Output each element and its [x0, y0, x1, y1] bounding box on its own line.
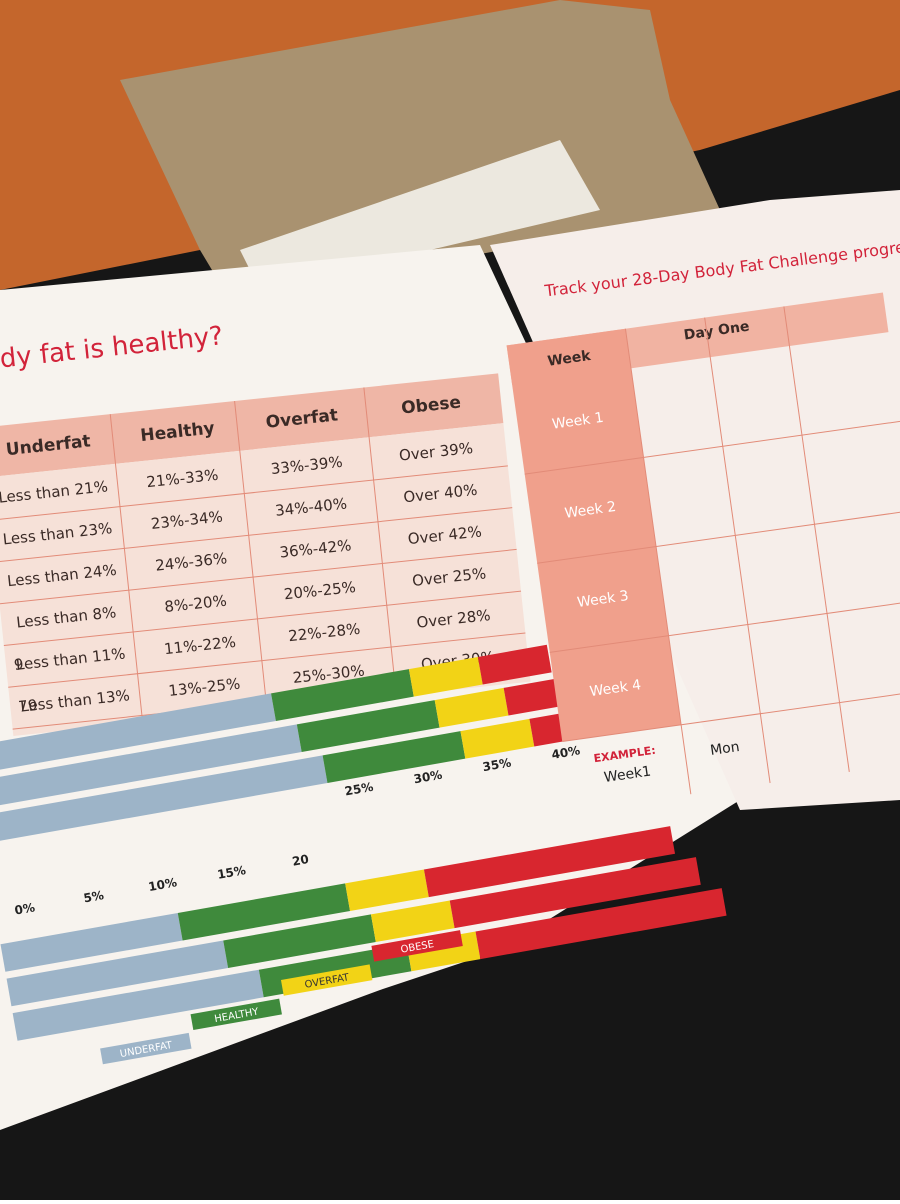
row-line [0, 465, 508, 521]
scale-band [449, 857, 701, 929]
scale-band [408, 656, 483, 697]
row-line [549, 599, 900, 653]
scale-bars: 0%5%10%15%2025%30%35%40%UNDERFATHEALTHYO… [0, 644, 727, 1065]
column-line [624, 328, 692, 795]
column-line [234, 401, 268, 710]
table-body [0, 423, 531, 737]
scale-band [6, 940, 229, 1007]
scale-band [0, 912, 183, 972]
legend-tag [100, 1032, 192, 1065]
week-label: Week 2 [564, 499, 617, 522]
week-label: Week 3 [576, 588, 629, 611]
scale-band [460, 718, 535, 759]
column-line [109, 414, 144, 723]
row-line [0, 507, 513, 563]
column-line [783, 306, 850, 772]
legend-tag [280, 964, 373, 996]
scale-label: 0% [13, 900, 35, 917]
scale-band [271, 669, 414, 721]
tracker-header: Week [547, 348, 593, 370]
scale-label: 25% [344, 780, 375, 799]
scale-label: 30% [413, 768, 444, 787]
scale-band [0, 724, 302, 810]
row-line [537, 509, 900, 564]
box [120, 0, 720, 300]
row-line [3, 590, 522, 647]
column-line [704, 317, 771, 784]
scale-band [223, 914, 376, 969]
scale-band [0, 693, 276, 775]
row-fragment: 9 [13, 655, 24, 674]
row-line [524, 420, 900, 475]
scale-band [477, 644, 552, 685]
row-line [0, 548, 517, 605]
scale-band [345, 869, 429, 911]
header-row [0, 373, 504, 478]
legend-tag [190, 998, 282, 1031]
box-inside [240, 140, 600, 290]
scale-label: 15% [216, 863, 247, 882]
row-fragment: 79 [17, 696, 38, 716]
example-day: Mon [709, 739, 740, 759]
scale-band [0, 755, 328, 844]
scale-label: 20 [291, 852, 310, 869]
example-week: Week1 [603, 764, 652, 786]
scale-band [296, 700, 440, 752]
week-column [506, 328, 682, 742]
column-line [363, 387, 397, 696]
scale-band [177, 883, 351, 941]
scale-band [322, 731, 466, 783]
scale-label: 40% [550, 743, 581, 762]
scale-band [12, 969, 264, 1041]
scale-band [370, 900, 455, 942]
scale-band [434, 687, 509, 728]
row-line [8, 632, 526, 688]
scale-label: 35% [482, 755, 513, 774]
week-label: Week 1 [551, 410, 604, 433]
scale-band [423, 826, 676, 898]
scale-band [475, 888, 727, 960]
row-line [562, 688, 900, 743]
week-label: Week 4 [589, 677, 643, 700]
scale-label: 5% [82, 888, 104, 905]
legend-tag [371, 930, 463, 962]
scale-label: 10% [147, 875, 178, 894]
